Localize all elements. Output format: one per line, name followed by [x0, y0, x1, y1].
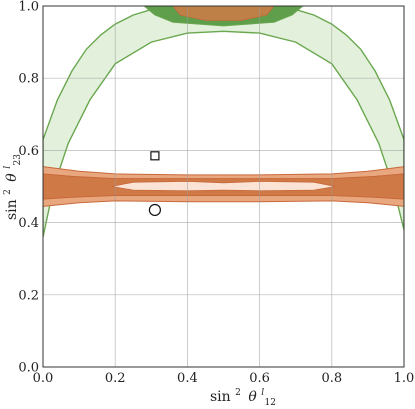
- y-tick-label: 0.2: [18, 288, 39, 303]
- x-axis-label-sup: 2: [235, 388, 241, 398]
- y-tick-labels: 0.0 0.2 0.4 0.6 0.8 1.0: [18, 0, 39, 376]
- green-arch-region: [43, 6, 404, 238]
- y-axis-label-sup: 2: [3, 189, 13, 195]
- plot-frame: [42, 5, 405, 368]
- y-tick-label: 1.0: [18, 0, 39, 15]
- square-marker: [150, 151, 160, 161]
- x-tick-labels: 0.0 0.2 0.4 0.6 0.8 1.0: [33, 371, 415, 386]
- x-tick-label: 0.6: [249, 371, 270, 386]
- x-tick-label: 0.0: [33, 371, 54, 386]
- y-axis-label-sub: 23: [13, 154, 23, 166]
- grid: [43, 6, 404, 367]
- x-tick-label: 0.2: [105, 371, 126, 386]
- contour-regions: [43, 6, 404, 238]
- y-tick-label: 0.6: [18, 144, 39, 159]
- x-tick-label: 0.8: [321, 371, 342, 386]
- y-axis-label-prefix: sin: [4, 199, 20, 220]
- markers: [148, 151, 162, 217]
- y-tick-label: 0.4: [18, 216, 39, 231]
- x-axis-label-supl: l: [261, 388, 264, 398]
- orange-top-patch: [172, 6, 275, 21]
- x-axis-label-prefix: sin: [210, 389, 231, 405]
- y-tick-label: 0.8: [18, 72, 39, 87]
- circle-marker: [148, 203, 162, 217]
- x-tick-label: 0.4: [177, 371, 198, 386]
- x-axis-label: sin 2 θ l 12: [210, 383, 276, 408]
- x-tick-label: 1.0: [394, 371, 415, 386]
- x-axis-label-theta: θ: [248, 389, 257, 405]
- y-axis-label: sin 2 θ l 23: [0, 154, 23, 220]
- y-tick-label: 0.0: [18, 361, 39, 376]
- orange-band-inner: [111, 180, 336, 192]
- y-axis-label-theta: θ: [4, 173, 20, 182]
- y-axis-label-supl: l: [3, 166, 13, 169]
- x-axis-label-sub: 12: [265, 398, 276, 408]
